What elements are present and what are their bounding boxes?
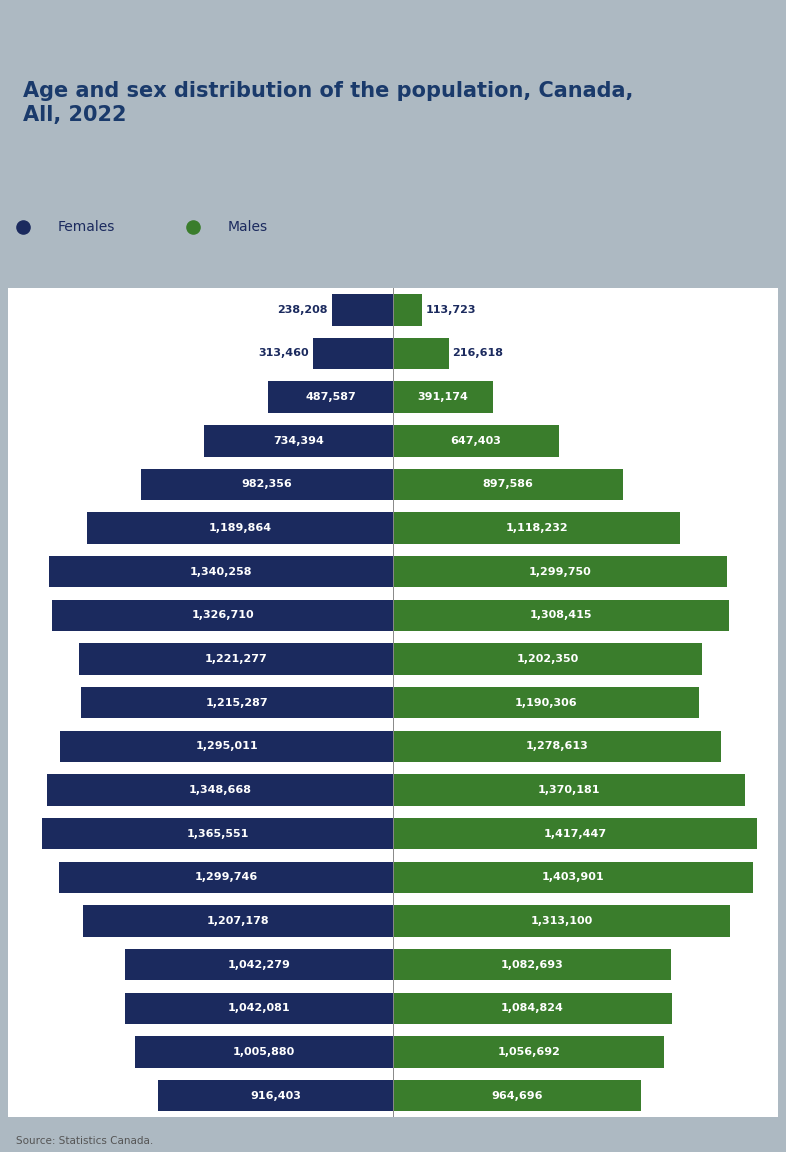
Bar xyxy=(83,905,393,937)
Bar xyxy=(332,294,393,326)
Bar xyxy=(81,687,393,719)
Text: 1,278,613: 1,278,613 xyxy=(526,742,589,751)
Text: 1,313,100: 1,313,100 xyxy=(531,916,593,926)
Bar xyxy=(204,425,393,456)
Text: 238,208: 238,208 xyxy=(277,305,328,314)
Text: Source: Statistics Canada.: Source: Statistics Canada. xyxy=(16,1136,153,1146)
Bar xyxy=(393,1079,641,1112)
Bar xyxy=(158,1079,393,1112)
Text: 1,299,746: 1,299,746 xyxy=(194,872,258,882)
Bar xyxy=(42,818,393,849)
Bar xyxy=(393,949,671,980)
Bar xyxy=(313,338,393,369)
Text: 1,189,864: 1,189,864 xyxy=(208,523,272,533)
Bar xyxy=(79,643,393,675)
Text: 1,082,693: 1,082,693 xyxy=(501,960,564,970)
Text: 1,202,350: 1,202,350 xyxy=(516,654,578,664)
Text: 1,417,447: 1,417,447 xyxy=(543,828,607,839)
Text: 1,299,750: 1,299,750 xyxy=(528,567,591,577)
Text: 1,042,081: 1,042,081 xyxy=(228,1003,291,1014)
Bar xyxy=(393,381,494,412)
Text: 1,207,178: 1,207,178 xyxy=(207,916,270,926)
Bar xyxy=(393,774,745,805)
Text: Females: Females xyxy=(58,220,116,234)
Text: 1,326,710: 1,326,710 xyxy=(191,611,254,621)
Bar xyxy=(61,730,393,763)
Text: 982,356: 982,356 xyxy=(241,479,292,490)
Text: 1,348,668: 1,348,668 xyxy=(189,785,252,795)
Text: 1,190,306: 1,190,306 xyxy=(515,698,577,707)
Bar xyxy=(49,556,393,588)
Bar xyxy=(134,1037,393,1068)
Bar xyxy=(393,1037,664,1068)
Text: 1,403,901: 1,403,901 xyxy=(542,872,604,882)
Text: 487,587: 487,587 xyxy=(305,392,356,402)
Bar xyxy=(126,949,393,980)
Text: 897,586: 897,586 xyxy=(483,479,534,490)
Text: 391,174: 391,174 xyxy=(418,392,468,402)
Bar xyxy=(393,862,754,893)
Bar xyxy=(268,381,393,412)
Bar xyxy=(393,469,623,500)
Text: 216,618: 216,618 xyxy=(453,349,504,358)
Text: 1,365,551: 1,365,551 xyxy=(186,828,249,839)
Text: 1,370,181: 1,370,181 xyxy=(538,785,601,795)
Bar xyxy=(141,469,393,500)
Bar xyxy=(393,294,422,326)
Bar xyxy=(46,774,393,805)
Text: 1,056,692: 1,056,692 xyxy=(498,1047,560,1056)
Bar xyxy=(393,818,757,849)
Bar xyxy=(393,338,449,369)
Text: 1,118,232: 1,118,232 xyxy=(505,523,567,533)
Text: 1,221,277: 1,221,277 xyxy=(205,654,267,664)
Text: 1,295,011: 1,295,011 xyxy=(196,742,258,751)
Bar xyxy=(59,862,393,893)
Bar xyxy=(393,556,727,588)
Bar xyxy=(393,730,722,763)
Text: 113,723: 113,723 xyxy=(426,305,476,314)
Bar xyxy=(393,600,729,631)
Text: 1,215,287: 1,215,287 xyxy=(206,698,268,707)
Text: Age and sex distribution of the population, Canada,
All, 2022: Age and sex distribution of the populati… xyxy=(24,81,634,126)
Text: 1,042,279: 1,042,279 xyxy=(228,960,291,970)
Text: 964,696: 964,696 xyxy=(491,1091,542,1100)
Bar xyxy=(87,513,393,544)
Text: Males: Males xyxy=(227,220,267,234)
Bar xyxy=(393,513,680,544)
Bar xyxy=(393,905,730,937)
Text: 916,403: 916,403 xyxy=(250,1091,301,1100)
Text: 1,308,415: 1,308,415 xyxy=(530,611,592,621)
Text: 1,340,258: 1,340,258 xyxy=(189,567,252,577)
Bar xyxy=(393,643,702,675)
Bar xyxy=(393,687,699,719)
Text: 647,403: 647,403 xyxy=(450,435,501,446)
Bar xyxy=(53,600,393,631)
Bar xyxy=(393,993,671,1024)
Bar xyxy=(126,993,393,1024)
Text: 734,394: 734,394 xyxy=(274,435,324,446)
Text: 1,005,880: 1,005,880 xyxy=(233,1047,295,1056)
Text: 313,460: 313,460 xyxy=(258,349,309,358)
Text: 1,084,824: 1,084,824 xyxy=(501,1003,564,1014)
Bar xyxy=(393,425,559,456)
